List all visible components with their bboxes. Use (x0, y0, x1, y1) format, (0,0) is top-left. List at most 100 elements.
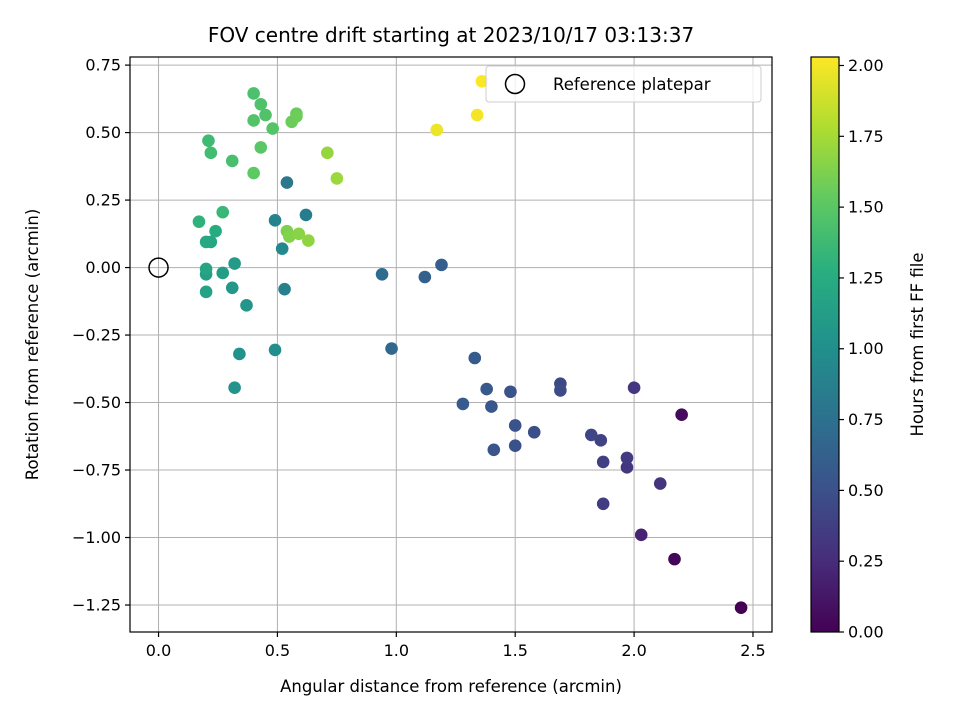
x-tick-label: 0.5 (265, 641, 290, 660)
data-point (504, 385, 517, 399)
scatter-points (192, 74, 748, 615)
data-point (385, 342, 398, 355)
data-point (228, 257, 241, 270)
data-point (487, 443, 501, 457)
y-tick-label: −0.25 (72, 326, 121, 345)
data-point (456, 397, 470, 411)
data-point (653, 477, 667, 490)
data-point (734, 601, 748, 615)
legend-entry-reference: Reference platepar (553, 75, 711, 94)
data-point (430, 123, 444, 137)
colorbar-tick-label: 0.50 (848, 481, 884, 500)
data-point (485, 400, 498, 413)
data-point (321, 146, 334, 160)
data-point (204, 146, 218, 160)
colorbar-tick-label: 1.75 (848, 127, 884, 146)
y-tick-label: −1.25 (72, 596, 121, 615)
data-point (278, 282, 291, 296)
data-point (247, 166, 260, 180)
y-tick-label: 0.00 (85, 258, 121, 277)
colorbar-label: Hours from first FF file (908, 252, 927, 436)
data-point (254, 141, 268, 154)
data-point (668, 552, 681, 566)
y-tick-label: −1.00 (72, 528, 121, 547)
data-point (247, 114, 260, 127)
data-point (199, 285, 213, 299)
data-point (584, 428, 598, 442)
x-axis-ticks: 0.0 0.5 1.0 1.5 2.0 2.5 (146, 632, 766, 660)
data-point (299, 208, 313, 222)
data-point (228, 381, 241, 394)
y-tick-label: −0.75 (72, 461, 121, 480)
data-point (216, 205, 230, 219)
data-point (470, 108, 484, 122)
data-point (209, 224, 222, 238)
colorbar-gradient (810, 56, 840, 633)
x-tick-label: 1.5 (502, 641, 527, 660)
data-point (225, 281, 239, 295)
data-point (330, 172, 344, 185)
y-axis-ticks: 0.75 0.50 0.25 0.00 −0.25 −0.50 −0.75 −1.00 −1.2… (72, 56, 130, 615)
y-tick-label: 0.50 (85, 123, 121, 142)
data-point (225, 154, 239, 168)
colorbar-ticks: 0.00 0.25 0.50 0.75 1.00 1.25 1.50 1.75 2.00 (839, 56, 884, 642)
data-point (475, 74, 489, 88)
data-point (554, 384, 567, 397)
data-point (240, 299, 253, 312)
data-point (418, 270, 432, 284)
colorbar: 0.00 0.25 0.50 0.75 1.00 1.25 1.50 1.75 2.00 Hou… (810, 56, 927, 642)
x-tick-label: 2.5 (740, 641, 765, 660)
colorbar-tick-label: 1.50 (848, 198, 884, 217)
data-point (508, 419, 522, 432)
data-point (527, 425, 541, 439)
data-point (594, 434, 608, 447)
x-tick-label: 0.0 (146, 641, 171, 660)
colorbar-tick-label: 1.25 (848, 268, 884, 287)
data-point (268, 343, 282, 357)
data-point (266, 122, 279, 135)
data-point (596, 455, 610, 469)
data-point (468, 351, 482, 365)
data-point (375, 268, 389, 281)
x-tick-label: 2.0 (621, 641, 646, 660)
colorbar-tick-label: 0.00 (848, 623, 884, 642)
data-point (199, 235, 213, 249)
y-tick-label: 0.25 (85, 191, 121, 210)
data-point (290, 110, 303, 123)
data-point (596, 497, 610, 511)
colorbar-tick-label: 2.00 (848, 56, 884, 75)
data-point (480, 382, 493, 396)
data-point (254, 97, 268, 111)
data-point (620, 451, 634, 465)
y-axis-label: Rotation from reference (arcmin) (23, 209, 42, 481)
colorbar-tick-label: 1.00 (848, 339, 884, 358)
x-axis-label: Angular distance from reference (arcmin) (280, 677, 622, 696)
colorbar-tick-label: 0.75 (848, 410, 884, 429)
data-point (302, 234, 315, 247)
data-point (627, 381, 641, 394)
data-point (634, 528, 648, 542)
reference-point-marker (148, 257, 169, 278)
colorbar-tick-label: 0.25 (848, 552, 884, 571)
data-point (233, 347, 246, 361)
data-point (275, 242, 289, 255)
data-point (283, 230, 296, 243)
data-point (620, 461, 634, 474)
data-point (202, 134, 215, 147)
data-point (435, 258, 448, 272)
plot-frame (129, 56, 773, 633)
data-point (192, 215, 206, 228)
x-tick-label: 1.0 (384, 641, 409, 660)
legend-box (485, 65, 762, 103)
y-tick-label: 0.75 (85, 56, 121, 75)
data-point (268, 214, 282, 227)
data-point (292, 227, 306, 241)
data-point (259, 108, 272, 122)
legend-marker (504, 73, 526, 95)
data-point (675, 408, 688, 421)
data-point (508, 439, 522, 453)
data-point (216, 266, 230, 280)
chart-title: FOV centre drift starting at 2023/10/17 … (208, 23, 694, 47)
data-point (280, 176, 294, 189)
